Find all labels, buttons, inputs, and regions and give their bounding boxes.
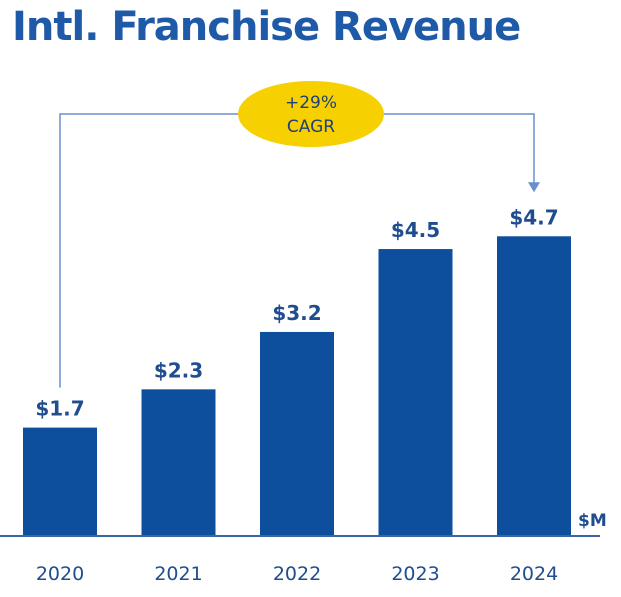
data-label-2022: $3.2 [272, 301, 321, 325]
x-tick-2021: 2021 [154, 563, 202, 585]
cagr-badge-ellipse [238, 81, 384, 147]
x-tick-2022: 2022 [273, 563, 321, 585]
x-tick-2023: 2023 [391, 563, 439, 585]
x-tick-2020: 2020 [36, 563, 84, 585]
bars: $1.7 2020 $2.3 2021 $3.2 2022 $4.5 2023 $4.7 2024 [23, 205, 571, 585]
cagr-value: +29% [285, 93, 337, 113]
data-label-2023: $4.5 [391, 218, 440, 242]
unit-label: $M [578, 511, 607, 531]
bar-2021 [141, 389, 216, 536]
data-label-2024: $4.7 [509, 205, 558, 229]
bar-2023 [378, 249, 453, 536]
bar-2024 [497, 236, 571, 536]
data-label-2020: $1.7 [35, 397, 84, 421]
bar-2020 [23, 427, 97, 536]
data-label-2021: $2.3 [154, 358, 203, 382]
bar-2022 [260, 331, 334, 536]
cagr-badge: +29% CAGR [238, 81, 384, 147]
cagr-arrowhead-icon [528, 182, 540, 193]
x-tick-2024: 2024 [510, 563, 558, 585]
chart-title: Intl. Franchise Revenue [12, 4, 521, 50]
cagr-label: CAGR [287, 117, 335, 137]
